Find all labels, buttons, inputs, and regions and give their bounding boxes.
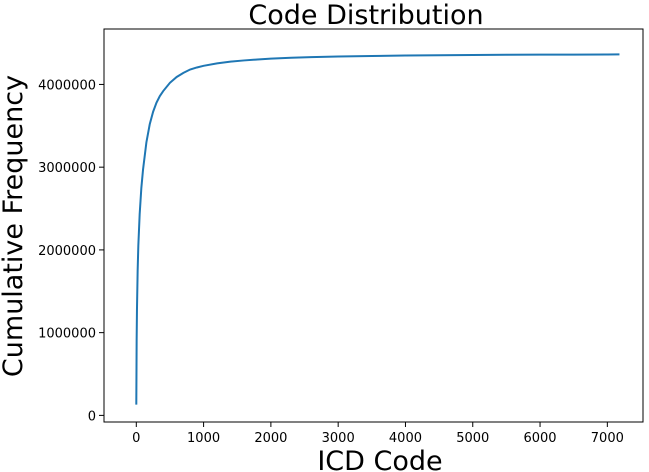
x-tick-label: 1000 — [187, 431, 220, 446]
plot-area: 0 1000 2000 3000 4000 5000 6000 7000 0 1000000 20… — [38, 28, 644, 446]
y-tick-label: 4000000 — [38, 78, 96, 93]
y-tick-label: 2000000 — [38, 244, 96, 259]
x-tick-label: 4000 — [389, 431, 422, 446]
x-tick-label: 7000 — [591, 431, 624, 446]
y-tick-label: 1000000 — [38, 327, 96, 342]
x-axis: 0 1000 2000 3000 4000 5000 6000 7000 — [132, 422, 624, 446]
y-tick-label: 0 — [88, 409, 96, 424]
x-axis-title: ICD Code — [317, 446, 442, 472]
x-tick-label: 0 — [132, 431, 140, 446]
series-line — [135, 53, 620, 405]
y-axis-title: Cumulative Frequency — [0, 75, 29, 377]
x-tick-label: 2000 — [254, 431, 287, 446]
axes-frame — [103, 28, 644, 423]
x-tick-label: 5000 — [456, 431, 489, 446]
x-tick-label: 6000 — [523, 431, 556, 446]
y-tick-label: 3000000 — [38, 161, 96, 176]
chart-title: Code Distribution — [248, 0, 483, 31]
y-axis: 0 1000000 2000000 3000000 4000000 — [38, 78, 104, 424]
x-tick-label: 3000 — [322, 431, 355, 446]
